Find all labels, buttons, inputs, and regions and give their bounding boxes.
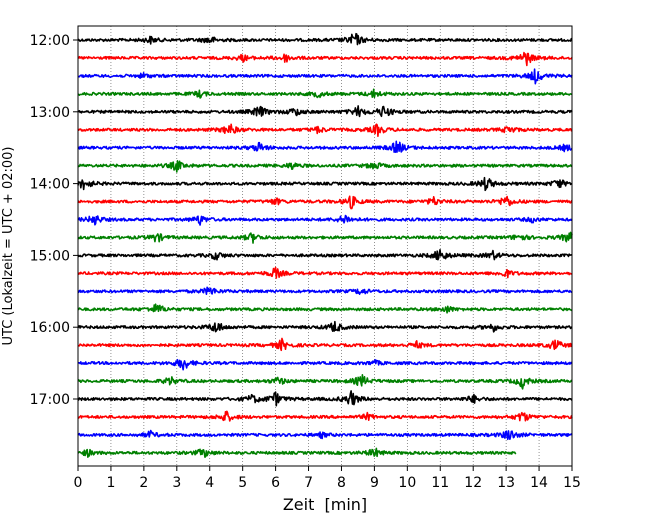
seismic-trace: [77, 286, 573, 295]
x-tick-label: 5: [238, 475, 247, 491]
seismic-trace: [77, 160, 573, 173]
seismic-trace: [77, 303, 573, 314]
x-tick-label: 13: [497, 475, 515, 491]
x-tick-label: 1: [106, 475, 115, 491]
y-tick-label: 16:00: [30, 320, 70, 336]
x-tick-label: 7: [304, 475, 313, 491]
seismic-trace: [77, 68, 573, 85]
seismic-trace: [77, 231, 573, 244]
x-tick-label: 15: [563, 475, 581, 491]
seismic-trace: [77, 429, 573, 441]
seismic-trace: [77, 266, 573, 279]
y-tick-label: 17:00: [30, 392, 70, 408]
x-tick-label: 10: [398, 475, 416, 491]
seismic-trace: [77, 88, 573, 99]
y-axis-label: UTC (Lokalzeit = UTC + 02:00): [1, 147, 16, 346]
trace-group: [77, 32, 573, 458]
y-axis-ticks: 12:00 13:00 14:00 15:00 16:00 17:00: [30, 33, 78, 408]
seismic-trace: [77, 195, 573, 210]
x-tick-label: 12: [464, 475, 482, 491]
x-tick-label: 14: [530, 475, 548, 491]
seismic-trace: [77, 140, 573, 153]
seismic-trace: [77, 374, 573, 390]
seismic-trace: [77, 123, 573, 138]
y-tick-label: 13:00: [30, 105, 70, 121]
plot-frame: [77, 25, 573, 467]
x-tick-label: 8: [337, 475, 346, 491]
seismic-trace: [77, 249, 573, 261]
seismic-trace: [77, 337, 573, 352]
seismic-trace: [77, 390, 573, 407]
seismic-trace: [77, 320, 573, 333]
x-tick-label: 4: [205, 475, 214, 491]
x-tick-label: 2: [139, 475, 148, 491]
x-tick-label: 3: [172, 475, 181, 491]
x-tick-label: 0: [74, 475, 83, 491]
x-axis-label: Zeit [min]: [283, 495, 367, 514]
x-axis-ticks: 0 1 2 3 4 5 6 7 8 9 10 11 12 13 14 15: [74, 466, 581, 491]
x-tick-label: 11: [431, 475, 449, 491]
seismic-trace: [77, 358, 573, 371]
seismic-trace: [77, 410, 573, 422]
seismic-trace: [77, 32, 573, 46]
y-tick-label: 14:00: [30, 177, 70, 193]
y-tick-label: 15:00: [30, 248, 70, 264]
seismic-trace: [77, 51, 573, 67]
x-tick-label: 9: [370, 475, 379, 491]
x-tick-label: 6: [271, 475, 280, 491]
seismic-trace: [77, 105, 573, 118]
seismic-trace: [77, 447, 517, 458]
seismic-trace: [77, 214, 573, 226]
seismic-trace: [77, 176, 573, 192]
y-tick-label: 12:00: [30, 33, 70, 49]
